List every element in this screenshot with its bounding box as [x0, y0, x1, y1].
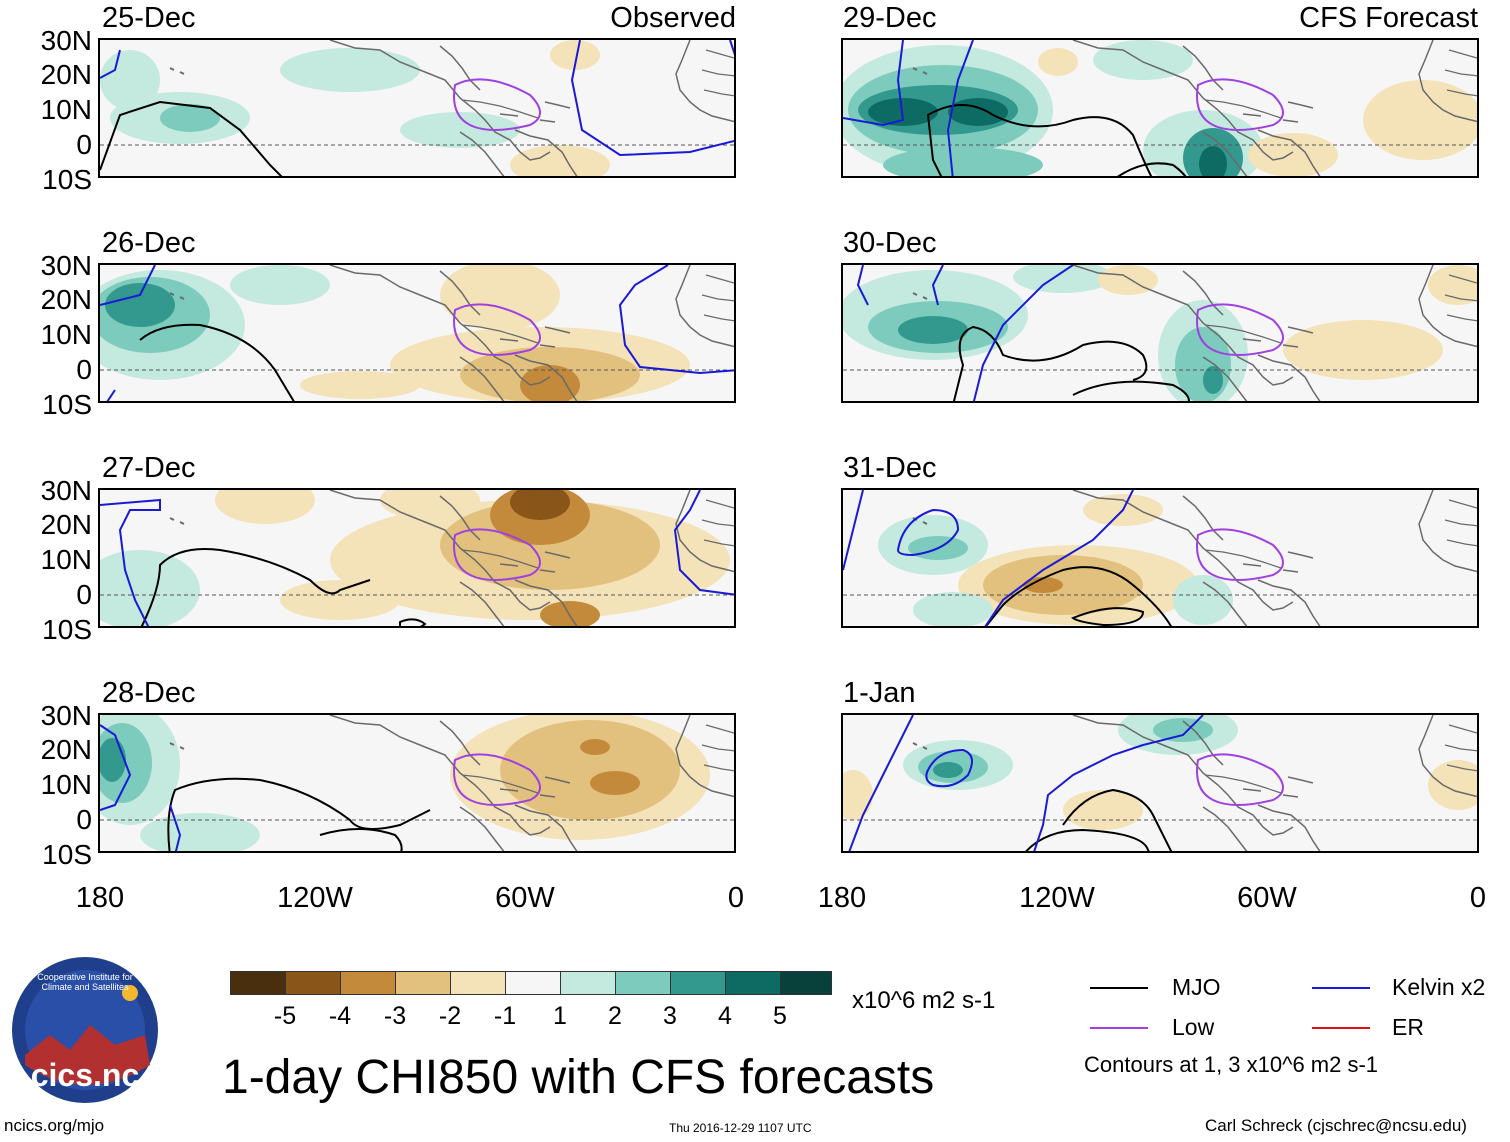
y-label: 10N — [40, 544, 92, 575]
panel-date-29dec: 29-Dec — [843, 2, 937, 34]
colorbar-swatch — [395, 971, 451, 995]
main-title: 1-day CHI850 with CFS forecasts — [222, 1051, 935, 1104]
x-label: 60W — [1237, 882, 1297, 914]
legend-label-er: ER — [1392, 1014, 1424, 1040]
y-label: 10S — [42, 839, 92, 870]
y-label: 30N — [40, 700, 92, 731]
observed-header: Observed — [610, 2, 736, 34]
colorbar-label: -4 — [328, 1002, 352, 1030]
y-label: 0 — [76, 354, 92, 385]
x-label: 180 — [75, 882, 125, 914]
y-label: 10N — [40, 94, 92, 125]
colorbar-swatch — [670, 971, 726, 995]
colorbar-swatch — [285, 971, 341, 995]
map-panel-25dec — [98, 38, 736, 178]
y-label: 10S — [42, 164, 92, 195]
map-svg — [100, 715, 734, 851]
colorbar-swatch — [560, 971, 616, 995]
y-label: 30N — [40, 25, 92, 56]
map-svg — [843, 715, 1477, 851]
panel-date-1jan: 1-Jan — [843, 677, 916, 709]
legend-label-mjo: MJO — [1172, 974, 1221, 1000]
panel-date-26dec: 26-Dec — [102, 227, 196, 259]
map-svg — [100, 40, 734, 176]
x-label: 180 — [817, 882, 867, 914]
map-svg — [100, 490, 734, 626]
panel-date-27dec: 27-Dec — [102, 452, 196, 484]
map-svg — [843, 40, 1477, 176]
colorbar-label: -1 — [493, 1002, 517, 1030]
footer-author: Carl Schreck (cjschrec@ncsu.edu) — [1205, 1116, 1467, 1135]
legend-line-mjo — [1090, 987, 1148, 989]
y-label: 0 — [76, 579, 92, 610]
y-label: 0 — [76, 804, 92, 835]
y-label: 30N — [40, 250, 92, 281]
panel-date-25dec: 25-Dec — [102, 2, 196, 34]
colorbar-swatch — [505, 971, 561, 995]
colorbar-swatch — [615, 971, 671, 995]
map-panel-1jan — [841, 713, 1479, 853]
colorbar-units: x10^6 m2 s-1 — [852, 987, 996, 1014]
colorbar-label: 1 — [553, 1002, 567, 1030]
forecast-header: CFS Forecast — [1299, 2, 1478, 34]
legend-line-low — [1090, 1027, 1148, 1029]
y-label: 10S — [42, 389, 92, 420]
map-panel-26dec — [98, 263, 736, 403]
map-svg — [843, 490, 1477, 626]
y-label: 0 — [76, 129, 92, 160]
colorbar-label: -2 — [438, 1002, 462, 1030]
y-label: 20N — [40, 59, 92, 90]
legend-line-er — [1312, 1027, 1370, 1029]
map-panel-28dec — [98, 713, 736, 853]
x-label: 0 — [727, 882, 745, 914]
y-label: 30N — [40, 475, 92, 506]
colorbar-label: 5 — [773, 1002, 787, 1030]
panel-date-28dec: 28-Dec — [102, 677, 196, 709]
y-label: 10N — [40, 319, 92, 350]
logo-text: cics.nc — [30, 1057, 140, 1093]
x-label: 120W — [277, 882, 353, 914]
colorbar-label: 3 — [663, 1002, 677, 1030]
y-label: 20N — [40, 734, 92, 765]
legend-label-kelvin: Kelvin x2 — [1392, 974, 1486, 1000]
colorbar-swatch — [725, 971, 781, 995]
map-svg — [843, 265, 1477, 401]
colorbar-label: 4 — [718, 1002, 732, 1030]
colorbar-label: -5 — [273, 1002, 297, 1030]
logo-ring-text: Cooperative Institute for Climate and Sa… — [37, 972, 133, 992]
map-panel-30dec — [841, 263, 1479, 403]
footer-url[interactable]: ncics.org/mjo — [4, 1116, 105, 1135]
footer-timestamp: Thu 2016-12-29 1107 UTC — [669, 1121, 812, 1135]
map-panel-29dec — [841, 38, 1479, 178]
cics-logo: Cooperative Institute for Climate and Sa… — [10, 955, 160, 1105]
colorbar-swatch — [340, 971, 396, 995]
colorbar-swatch — [780, 971, 832, 995]
y-label: 10S — [42, 614, 92, 645]
y-label: 10N — [40, 769, 92, 800]
panel-date-31dec: 31-Dec — [843, 452, 937, 484]
legend-line-kelvin — [1312, 987, 1370, 989]
colorbar-label: -3 — [383, 1002, 407, 1030]
map-panel-31dec — [841, 488, 1479, 628]
legend-note: Contours at 1, 3 x10^6 m2 s-1 — [1084, 1052, 1379, 1077]
y-label: 20N — [40, 284, 92, 315]
legend-label-low: Low — [1172, 1014, 1215, 1040]
colorbar-swatch — [230, 971, 286, 995]
map-svg — [100, 265, 734, 401]
map-panel-27dec — [98, 488, 736, 628]
panel-date-30dec: 30-Dec — [843, 227, 937, 259]
y-label: 20N — [40, 509, 92, 540]
x-label: 0 — [1469, 882, 1487, 914]
x-label: 60W — [495, 882, 555, 914]
colorbar-label: 2 — [608, 1002, 622, 1030]
colorbar-swatch — [450, 971, 506, 995]
x-label: 120W — [1019, 882, 1095, 914]
cics-logo-emblem — [12, 957, 158, 1103]
